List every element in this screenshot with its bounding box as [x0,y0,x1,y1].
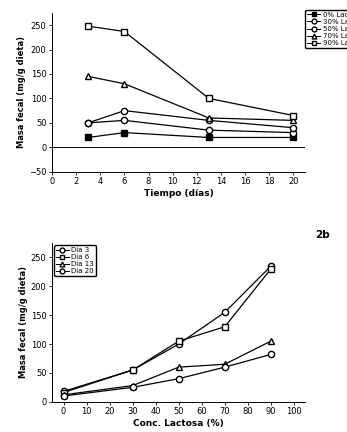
Legend: 0% Lactosa, 30% Lactosa, 50% Lactosa, 70% Lactosa, 90% Lactosa: 0% Lactosa, 30% Lactosa, 50% Lactosa, 70… [305,10,347,48]
X-axis label: Conc. Lactosa (%): Conc. Lactosa (%) [133,419,224,428]
Y-axis label: Masa fecal (mg/g dieta): Masa fecal (mg/g dieta) [17,36,26,148]
Text: 2b: 2b [316,230,330,240]
Legend: Día 3, Día 6, Día 13, Día 20: Día 3, Día 6, Día 13, Día 20 [54,245,96,276]
X-axis label: Tiempo (días): Tiempo (días) [144,189,214,198]
Y-axis label: Masa fecal (mg/g dieta): Masa fecal (mg/g dieta) [19,267,28,378]
